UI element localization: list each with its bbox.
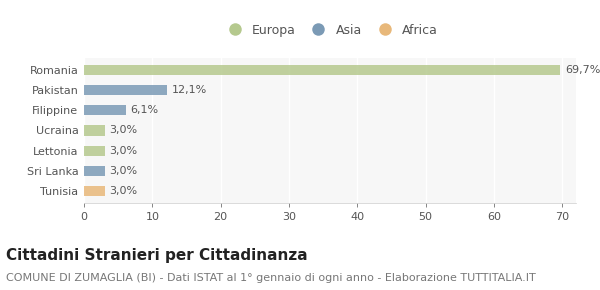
Text: 3,0%: 3,0% bbox=[109, 186, 137, 196]
Text: Cittadini Stranieri per Cittadinanza: Cittadini Stranieri per Cittadinanza bbox=[6, 248, 308, 263]
Bar bbox=[84, 65, 560, 75]
Text: 3,0%: 3,0% bbox=[109, 146, 137, 156]
Bar bbox=[84, 186, 104, 196]
Text: 69,7%: 69,7% bbox=[565, 65, 600, 75]
Bar bbox=[84, 126, 104, 135]
Bar bbox=[84, 105, 125, 115]
Bar bbox=[84, 166, 104, 176]
Text: COMUNE DI ZUMAGLIA (BI) - Dati ISTAT al 1° gennaio di ogni anno - Elaborazione T: COMUNE DI ZUMAGLIA (BI) - Dati ISTAT al … bbox=[6, 273, 536, 282]
Text: 3,0%: 3,0% bbox=[109, 166, 137, 176]
Bar bbox=[84, 85, 167, 95]
Text: 6,1%: 6,1% bbox=[130, 105, 158, 115]
Bar bbox=[84, 146, 104, 156]
Text: 3,0%: 3,0% bbox=[109, 126, 137, 135]
Legend: Europa, Asia, Africa: Europa, Asia, Africa bbox=[222, 24, 438, 37]
Text: 12,1%: 12,1% bbox=[172, 85, 207, 95]
